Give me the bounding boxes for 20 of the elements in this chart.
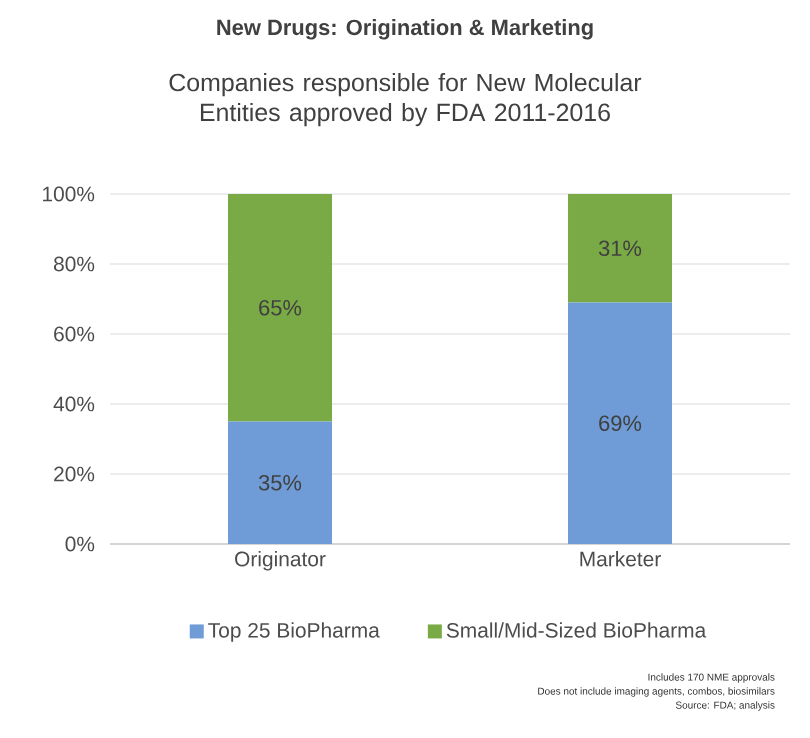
legend-label: Small/Mid-Sized BioPharma: [446, 622, 707, 638]
chart-title: New Drugs: Origination & Marketing: [217, 19, 593, 40]
legend-label: Top 25 BioPharma: [208, 622, 380, 642]
bar: [228, 193, 332, 422]
data-label: 35%: [258, 475, 302, 491]
y-tick-label: 100%: [43, 186, 95, 202]
y-tick-label: 40%: [53, 396, 95, 412]
data-label: 69%: [599, 415, 642, 432]
bar: [228, 421, 332, 544]
y-tick-label: 60%: [54, 326, 95, 342]
y-tick-label: 80%: [53, 256, 95, 272]
chart-subtitle: Companies responsible for New Molecular Entities approved by FDA 2011-2016: [169, 73, 642, 127]
y-tick-label: 0%: [65, 536, 95, 552]
data-label: 65%: [259, 300, 302, 316]
y-tick-label: 20%: [54, 466, 95, 482]
x-tick-label: Marketer: [580, 551, 661, 567]
bar: [568, 193, 673, 303]
x-tick-label: Originator: [235, 551, 326, 571]
data-label: 31%: [598, 240, 642, 257]
bar: [568, 302, 673, 544]
